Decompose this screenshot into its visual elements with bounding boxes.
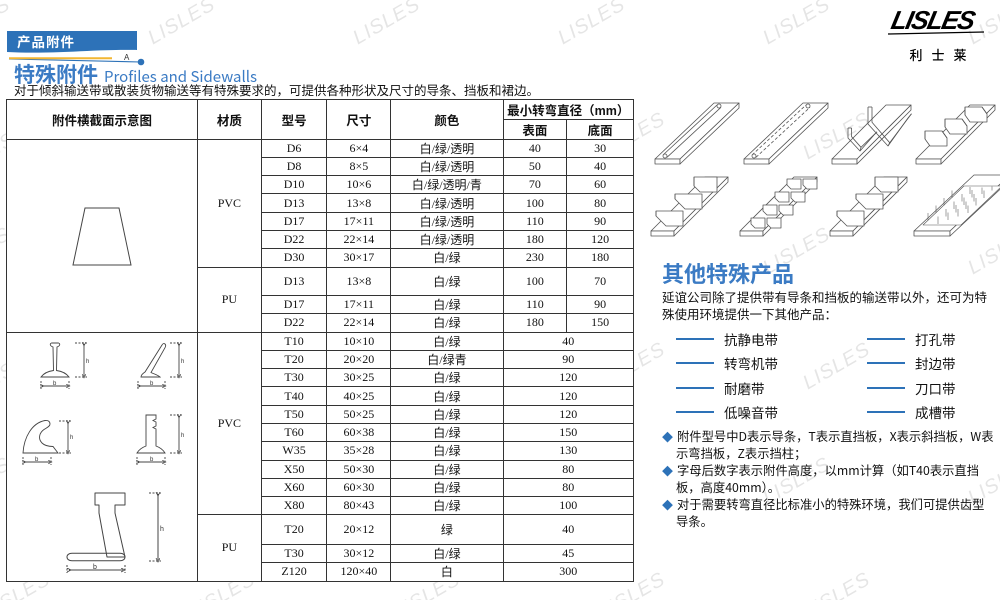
svg-text:h: h <box>86 359 89 365</box>
svg-text:LISLES: LISLES <box>889 5 979 35</box>
svg-text:b: b <box>93 564 97 571</box>
svg-text:h: h <box>160 526 164 533</box>
svg-text:h: h <box>70 435 73 441</box>
svg-text:h: h <box>181 433 184 439</box>
svg-text:A: A <box>124 54 130 62</box>
svg-text:h: h <box>181 359 184 365</box>
